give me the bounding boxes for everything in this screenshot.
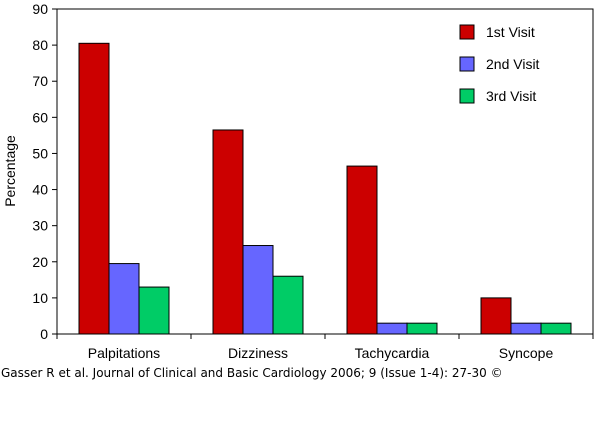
plot-area	[56, 8, 594, 335]
y-tick-label: 90	[32, 1, 48, 17]
bar-tachycardia-3	[406, 322, 438, 335]
legend-label: 1st Visit	[486, 24, 535, 40]
legend-swatch	[459, 56, 475, 72]
legend-swatch	[459, 88, 475, 104]
bar-syncope-1	[480, 297, 512, 335]
legend-label: 2nd Visit	[486, 56, 540, 72]
bar-syncope-3	[540, 322, 572, 335]
bars	[78, 42, 572, 335]
bar-syncope-2	[510, 322, 542, 335]
y-tick-label: 60	[32, 109, 48, 125]
y-axis-label: Percentage	[2, 135, 18, 207]
y-tick-label: 20	[32, 254, 48, 270]
x-tick-label: Syncope	[499, 345, 554, 361]
y-tick-label: 40	[32, 182, 48, 198]
bar-tachycardia-2	[376, 322, 408, 335]
legend: 1st Visit 2nd Visit 3rd Visit	[459, 24, 540, 104]
y-tick-label: 50	[32, 145, 48, 161]
bar-palpitations-2	[108, 263, 140, 335]
y-tick-label: 10	[32, 290, 48, 306]
bar-dizziness-1	[212, 129, 244, 335]
citation: Gasser R et al. Journal of Clinical and …	[1, 366, 503, 380]
y-tick-label: 0	[40, 326, 48, 342]
bar-dizziness-2	[242, 245, 274, 335]
x-axis: Palpitations Dizziness Tachycardia Syncope	[56, 334, 594, 361]
bar-dizziness-3	[272, 275, 304, 335]
y-tick-label: 70	[32, 73, 48, 89]
legend-label: 3rd Visit	[486, 88, 536, 104]
bar-tachycardia-1	[346, 165, 378, 335]
y-axis: 0 10 20 30 40 50 60 70 80 90	[32, 1, 57, 342]
legend-swatch	[459, 24, 475, 40]
y-tick-label: 80	[32, 37, 48, 53]
x-tick-label: Palpitations	[88, 345, 160, 361]
x-tick-label: Dizziness	[228, 345, 288, 361]
bar-palpitations-3	[138, 286, 170, 335]
x-tick-label: Tachycardia	[355, 345, 430, 361]
bar-palpitations-1	[78, 42, 110, 335]
y-tick-label: 30	[32, 218, 48, 234]
